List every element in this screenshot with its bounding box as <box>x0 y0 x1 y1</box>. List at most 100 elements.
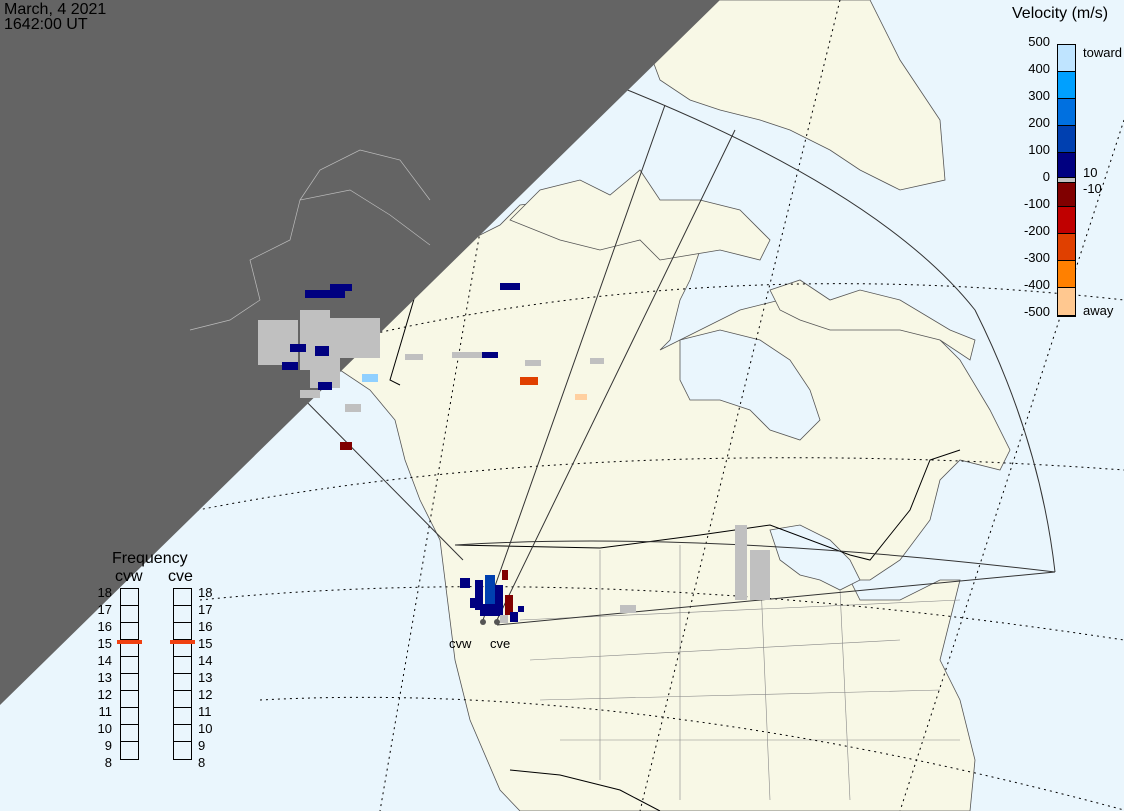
velocity-tick: 100 <box>1028 142 1050 157</box>
frequency-radar-cve: cve <box>168 568 193 585</box>
frequency-tick: 15 <box>198 636 213 651</box>
frequency-tick: 11 <box>98 704 113 719</box>
colorbar-segment <box>1058 99 1075 126</box>
colorbar-segment <box>1058 178 1075 183</box>
velocity-tick: 200 <box>1028 115 1050 130</box>
scatter-cell <box>520 377 538 385</box>
frequency-tick: 17 <box>198 602 213 617</box>
us-canada-border <box>454 449 961 561</box>
gs-lower-label: -10 <box>1083 181 1102 196</box>
colorbar-segment <box>1058 183 1075 207</box>
frequency-cell <box>121 708 138 725</box>
radar-fan-outlines <box>289 84 1056 626</box>
night-coastline <box>189 149 431 331</box>
velocity-tick: -500 <box>1023 304 1050 319</box>
scatter-cell <box>735 525 747 600</box>
scatter-cell <box>452 352 482 358</box>
scatter-cell <box>518 606 524 612</box>
frequency-cell <box>174 691 191 708</box>
frequency-tick: 15 <box>97 636 112 651</box>
scatter-cell <box>525 360 541 366</box>
frequency-tick: 17 <box>97 602 112 617</box>
scatter-cell <box>510 612 518 622</box>
frequency-legend-title: Frequency <box>112 550 188 567</box>
scatter-cell <box>300 390 320 398</box>
scatter-cell <box>340 442 352 450</box>
scatter-cell <box>460 578 470 588</box>
frequency-cell <box>174 708 191 725</box>
scatter-cell <box>590 358 604 364</box>
scatter-cell <box>495 585 503 615</box>
scatter-cell <box>405 354 423 360</box>
scatter-cell <box>362 374 378 382</box>
velocity-colorbar <box>1057 44 1076 317</box>
frequency-cell <box>174 725 191 742</box>
colorbar-segment <box>1058 288 1075 316</box>
frequency-cell <box>121 725 138 742</box>
frequency-tick: 10 <box>97 721 112 736</box>
us-mexico-border <box>509 769 661 811</box>
colorbar-segment <box>1058 261 1075 288</box>
scatter-cell <box>505 595 513 615</box>
velocity-tick: 0 <box>1042 169 1050 184</box>
scatter-cell <box>500 615 508 623</box>
scatter-cell <box>258 320 298 365</box>
scatter-cell <box>325 318 380 358</box>
scatter-cell <box>305 290 345 298</box>
scatter-cell <box>315 346 329 356</box>
frequency-cell <box>121 674 138 691</box>
velocity-tick: -300 <box>1023 250 1050 265</box>
frequency-tick: 16 <box>198 619 213 634</box>
land-arctic-islands <box>509 169 771 261</box>
scatter-cell <box>282 362 298 370</box>
frequency-tick: 18 <box>97 585 112 600</box>
frequency-marker-cvw <box>117 639 142 644</box>
frequency-tick: 9 <box>198 738 206 753</box>
frequency-tick: 16 <box>97 619 112 634</box>
colorbar-segment <box>1058 207 1075 234</box>
scatter-cell <box>330 284 352 291</box>
colorbar-segment <box>1058 45 1075 72</box>
date-label: March, 4 2021 <box>4 1 107 18</box>
frequency-bar-cve <box>173 588 192 760</box>
velocity-tick: -400 <box>1023 277 1050 292</box>
site-label-cve: cve <box>490 636 511 651</box>
time-label: 1642:00 UT <box>4 16 88 33</box>
radar-site-cve <box>494 619 500 625</box>
scatter-cell <box>502 570 508 580</box>
frequency-tick: 10 <box>198 721 213 736</box>
velocity-tick: 500 <box>1028 34 1050 49</box>
frequency-bar-cvw <box>120 588 139 760</box>
scatter-cell <box>480 604 500 616</box>
frequency-cell <box>174 606 191 623</box>
frequency-tick: 12 <box>97 687 112 702</box>
toward-label: toward <box>1083 45 1123 60</box>
velocity-legend-title: Velocity (m/s) <box>1012 5 1109 22</box>
frequency-tick: 9 <box>104 738 112 753</box>
scatter-cell <box>750 550 770 600</box>
radar-scatter-cells <box>258 283 770 623</box>
frequency-tick: 11 <box>198 704 212 719</box>
frequency-cell <box>121 691 138 708</box>
frequency-cell <box>174 742 191 759</box>
velocity-tick: -100 <box>1023 196 1050 211</box>
frequency-cell <box>174 623 191 640</box>
scatter-cell <box>575 394 587 400</box>
land-greenland <box>644 0 946 191</box>
frequency-tick: 8 <box>198 755 206 770</box>
velocity-tick: 300 <box>1028 88 1050 103</box>
scatter-cell <box>500 283 520 290</box>
water-hudson-bay <box>679 329 821 441</box>
away-label: away <box>1083 303 1114 318</box>
colorbar-segment <box>1058 72 1075 99</box>
frequency-tick: 8 <box>104 755 112 770</box>
frequency-tick: 18 <box>198 585 213 600</box>
scatter-cell <box>482 352 498 358</box>
site-label-cvw: cvw <box>449 636 472 651</box>
frequency-cell <box>121 657 138 674</box>
frequency-cell <box>174 640 191 657</box>
frequency-cell <box>121 640 138 657</box>
scatter-cell <box>318 382 332 390</box>
scatter-cell <box>485 575 495 615</box>
frequency-cell <box>174 657 191 674</box>
